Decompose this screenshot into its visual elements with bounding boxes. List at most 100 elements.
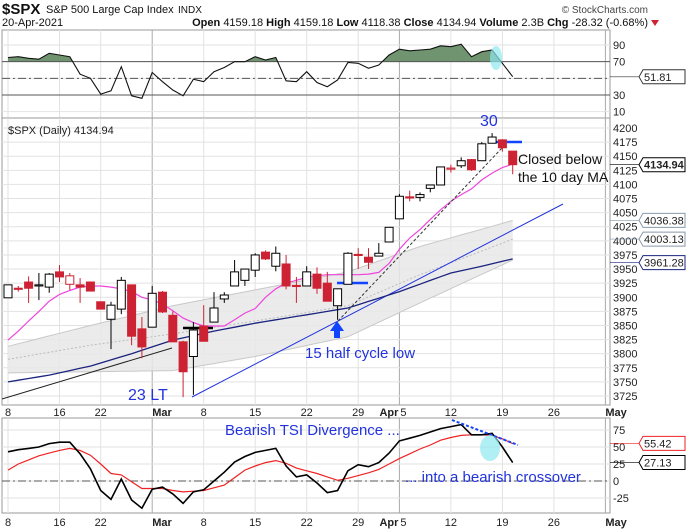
price-tick-label: 3975 (613, 250, 637, 262)
candle (178, 340, 188, 398)
volume-value: 2.3B (521, 17, 544, 29)
candle-body (65, 275, 75, 285)
candle (477, 142, 487, 162)
candle-body (456, 160, 466, 167)
candle (116, 276, 126, 315)
candle-body (219, 294, 229, 300)
candle (13, 285, 23, 292)
rsi-tick-label: 90 (613, 40, 625, 52)
panel-frame (1, 417, 611, 514)
price-tick-label: 3725 (613, 391, 637, 403)
value-tag-box (638, 157, 686, 173)
x-tick-label: 16 (53, 407, 65, 419)
candle-body (3, 284, 13, 299)
candle (261, 250, 270, 261)
candle (405, 190, 415, 202)
candle (322, 271, 332, 302)
candle-body (271, 252, 281, 267)
tsi-panel (2, 419, 610, 510)
candle-body (127, 284, 137, 337)
candle (219, 292, 229, 303)
rsi-tick-label: 10 (613, 107, 625, 119)
candle (343, 252, 353, 285)
arrow-up-icon (330, 321, 344, 338)
x-tick-label: Apr (379, 517, 399, 529)
panel-frame (1, 29, 611, 119)
price-tick-label: 3875 (613, 306, 637, 318)
x-tick-label: 12 (445, 517, 457, 529)
exchange: INDX (178, 5, 202, 16)
candle-body (394, 195, 404, 220)
high-value: 4159.18 (294, 17, 334, 29)
candle (106, 301, 116, 350)
annotation-half-cycle-low: 15 half cycle low (305, 345, 415, 362)
candle (312, 267, 322, 294)
annotation-tsi-divergence: Bearish TSI Divergence ... (225, 422, 400, 439)
value-tag-label: 55.42 (644, 438, 672, 450)
x-tick-label: May (605, 407, 627, 419)
tsi-series-signal (7, 434, 513, 493)
candle (333, 288, 343, 320)
price-tick-label: 4050 (613, 208, 637, 220)
quote-date: 20-Apr-2021 (2, 17, 63, 29)
candle-body (240, 268, 250, 281)
value-tag-box (638, 435, 686, 451)
candle-body (44, 273, 54, 288)
x-tick-label: 8 (201, 407, 207, 419)
price-tick-label: 4175 (613, 137, 637, 149)
value-tag-close: 4134.94 (610, 157, 686, 173)
candle-body (24, 281, 34, 289)
candle (34, 272, 44, 301)
rsi-panel (2, 43, 610, 99)
index-name: S&P 500 Large Cap Index (46, 4, 174, 16)
price-tick-label: 4200 (613, 123, 637, 135)
price-tick-label: 4125 (613, 165, 637, 177)
price-tick-label: 4075 (613, 194, 637, 206)
candle-body (405, 196, 415, 199)
price-panel-title: $SPX (Daily) 4134.94 (8, 125, 114, 137)
x-tick-label: 16 (53, 517, 65, 529)
candle-body (209, 307, 219, 323)
candle (96, 301, 106, 310)
candle (436, 166, 446, 186)
tsi-divergence-line (451, 419, 519, 446)
candle (250, 253, 260, 277)
candle-body (477, 143, 487, 162)
volume-label: Volume (479, 17, 518, 29)
bollinger-upper (7, 220, 513, 347)
price-tick-label: 3925 (613, 278, 637, 290)
candle (55, 265, 64, 283)
candle-body (137, 328, 147, 348)
candle-body (55, 271, 64, 278)
candle-body (75, 284, 85, 288)
close-value: 4134.94 (437, 17, 477, 29)
value-tag-label: 4134.94 (644, 160, 685, 172)
candle (415, 192, 425, 202)
candle-body (333, 288, 343, 307)
candle (127, 284, 137, 346)
candle (374, 243, 384, 257)
price-tick-label: 3825 (613, 335, 637, 347)
x-tick-label: 12 (445, 407, 457, 419)
copyright: © StockCharts.com (562, 5, 648, 16)
quote-line: Open 4159.18 High 4159.18 Low 4118.38 Cl… (192, 17, 648, 29)
x-tick-label: 26 (548, 407, 560, 419)
rsi-highlight-circle (490, 46, 502, 70)
tsi-tick-label: 75 (613, 425, 625, 437)
axes: 90 70 30 10 51.81 $SPX (Daily) 4134.94 4200 417… (5, 40, 686, 529)
candle (85, 281, 95, 292)
candle (394, 194, 404, 220)
tsi-tick-label: 25 (613, 459, 625, 471)
candle-body (188, 329, 198, 358)
rsi-tick-label: 30 (613, 90, 625, 102)
candle (291, 276, 301, 303)
candle (209, 292, 219, 323)
tsi-value-tag: 27.13 (610, 455, 686, 471)
price-tick-label: 3775 (613, 363, 637, 375)
x-tick-label: Mar (152, 407, 172, 419)
down-triangle-icon (651, 20, 659, 26)
trendline-blue (191, 203, 564, 398)
candle-body (302, 271, 312, 287)
tsi-tick-label: -25 (613, 493, 629, 505)
candle (508, 150, 518, 175)
